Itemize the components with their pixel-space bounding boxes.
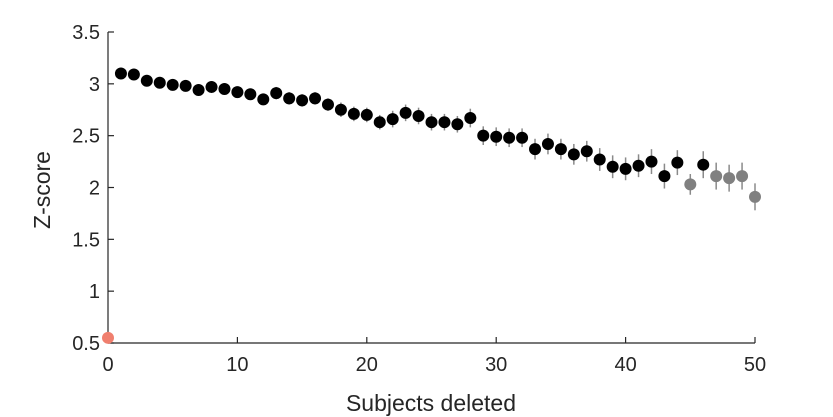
x-axis-title: Subjects deleted bbox=[346, 390, 516, 416]
data-point bbox=[166, 78, 179, 91]
data-point bbox=[347, 107, 360, 120]
y-tick-label: 3.5 bbox=[72, 22, 100, 44]
y-axis-title: Z-score bbox=[29, 151, 55, 229]
axes bbox=[107, 32, 755, 344]
data-point bbox=[477, 129, 490, 142]
x-tick-label: 20 bbox=[356, 354, 378, 376]
data-point bbox=[244, 88, 257, 101]
data-point bbox=[205, 80, 218, 93]
data-point bbox=[321, 98, 334, 111]
data-point bbox=[710, 170, 723, 183]
data-point bbox=[192, 84, 205, 97]
data-point bbox=[697, 158, 710, 171]
data-point bbox=[270, 87, 283, 100]
data-point bbox=[567, 148, 580, 161]
data-point bbox=[749, 190, 761, 203]
data-point bbox=[632, 159, 645, 172]
data-point bbox=[529, 143, 542, 156]
data-point bbox=[373, 116, 386, 129]
x-tick-label: 0 bbox=[102, 354, 113, 376]
data-point bbox=[179, 79, 192, 92]
x-ticks: 0 10 20 30 40 50 bbox=[102, 337, 766, 376]
data-point bbox=[503, 131, 516, 144]
x-tick-label: 40 bbox=[614, 354, 636, 376]
data-point bbox=[684, 178, 697, 191]
data-point bbox=[723, 172, 736, 185]
data-point bbox=[580, 145, 593, 158]
data-point bbox=[102, 331, 114, 344]
data-point bbox=[114, 67, 127, 80]
data-point bbox=[516, 131, 529, 144]
data-point bbox=[464, 112, 477, 125]
data-point bbox=[140, 74, 153, 87]
y-tick-label: 3 bbox=[89, 74, 100, 96]
data-point bbox=[490, 130, 503, 143]
x-tick-label: 50 bbox=[744, 354, 766, 376]
data-point bbox=[296, 94, 309, 107]
data-point bbox=[309, 92, 322, 105]
y-tick-label: 2.5 bbox=[72, 126, 100, 148]
x-tick-label: 10 bbox=[226, 354, 248, 376]
y-tick-label: 1.5 bbox=[72, 229, 100, 251]
data-point bbox=[541, 137, 554, 150]
data-point bbox=[399, 106, 412, 119]
data-point bbox=[554, 143, 567, 156]
data-point bbox=[425, 116, 438, 129]
y-tick-label: 1 bbox=[89, 281, 100, 303]
data-point bbox=[645, 155, 658, 168]
data-point bbox=[257, 93, 270, 106]
data-point bbox=[619, 162, 632, 175]
data-point bbox=[606, 160, 619, 173]
data-point bbox=[736, 170, 749, 183]
y-tick-label: 2 bbox=[89, 178, 100, 200]
data-point bbox=[658, 170, 671, 183]
data-point bbox=[218, 83, 231, 96]
data-point bbox=[412, 109, 425, 122]
data-point bbox=[153, 76, 166, 89]
data-point bbox=[127, 68, 140, 81]
data-point bbox=[593, 153, 606, 166]
data-point bbox=[451, 118, 464, 131]
data-point bbox=[334, 103, 347, 116]
data-point bbox=[231, 86, 244, 99]
data-points bbox=[102, 67, 761, 344]
data-point bbox=[438, 116, 451, 129]
y-ticks: 0.5 1 1.5 2 2.5 3 3.5 bbox=[72, 22, 114, 355]
x-tick-label: 30 bbox=[485, 354, 507, 376]
data-point bbox=[360, 108, 373, 121]
data-point bbox=[386, 113, 399, 126]
y-tick-label: 0.5 bbox=[72, 333, 100, 355]
data-point bbox=[283, 92, 296, 105]
error-bars bbox=[120, 71, 756, 211]
data-point bbox=[671, 156, 684, 169]
